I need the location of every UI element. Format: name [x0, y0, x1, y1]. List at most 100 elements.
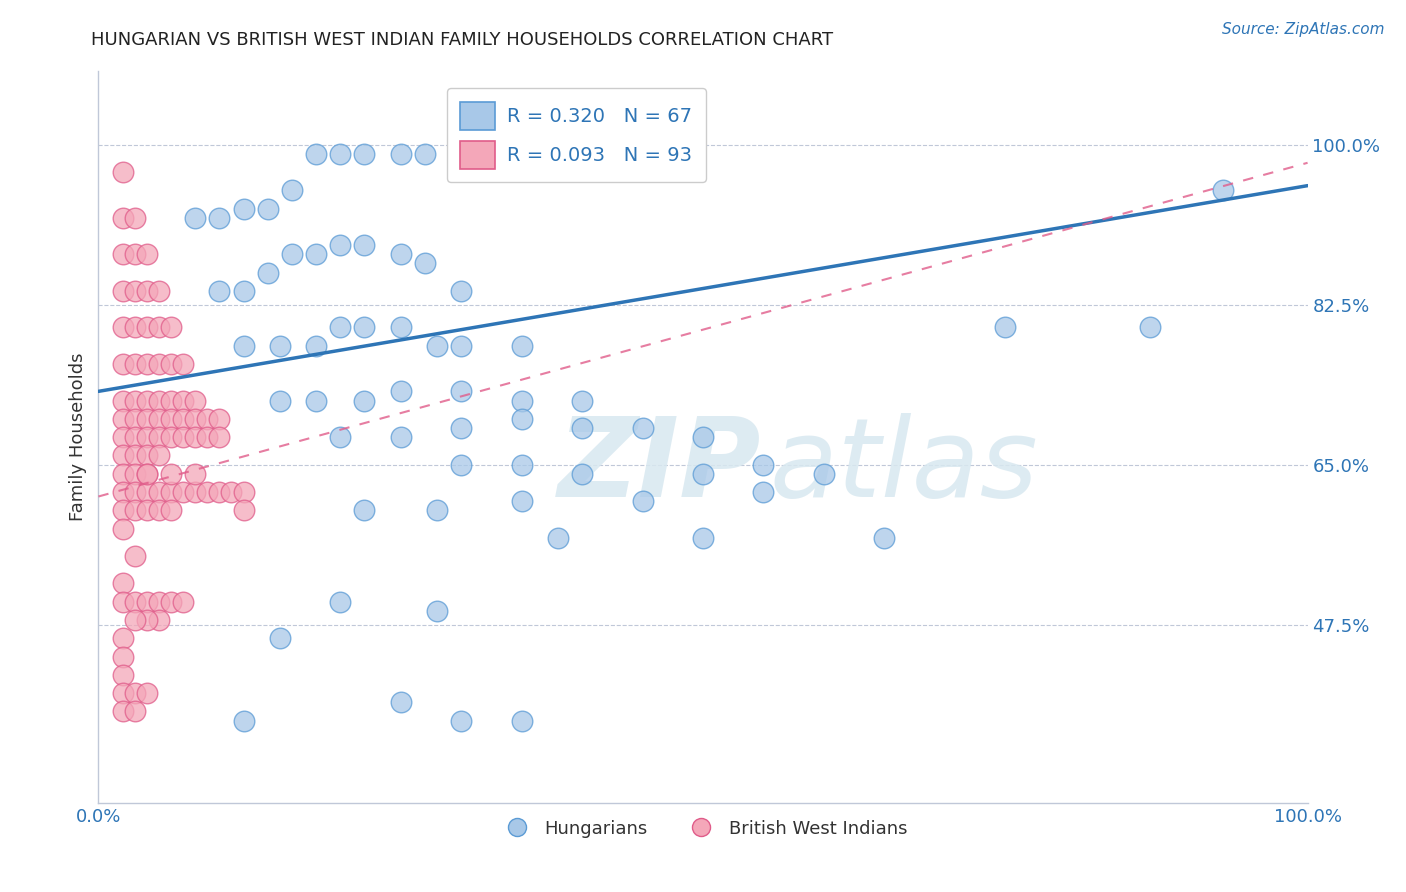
Y-axis label: Family Households: Family Households	[69, 353, 87, 521]
Point	[124, 412, 146, 426]
Point	[172, 412, 194, 426]
Point	[450, 338, 472, 352]
Point	[135, 284, 157, 298]
Point	[172, 357, 194, 371]
Point	[426, 604, 449, 618]
Point	[135, 594, 157, 608]
Point	[510, 494, 533, 508]
Point	[160, 485, 183, 500]
Point	[135, 393, 157, 408]
Point	[329, 146, 352, 161]
Point	[148, 485, 170, 500]
Point	[111, 594, 134, 608]
Point	[124, 430, 146, 444]
Point	[184, 393, 207, 408]
Point	[510, 338, 533, 352]
Point	[160, 393, 183, 408]
Point	[353, 146, 375, 161]
Point	[111, 503, 134, 517]
Point	[160, 412, 183, 426]
Point	[208, 412, 231, 426]
Point	[148, 393, 170, 408]
Point	[1139, 320, 1161, 334]
Point	[111, 430, 134, 444]
Point	[111, 686, 134, 700]
Point	[389, 384, 412, 399]
Point	[172, 485, 194, 500]
Point	[172, 393, 194, 408]
Point	[305, 247, 328, 261]
Point	[208, 211, 231, 225]
Point	[631, 494, 654, 508]
Point	[124, 594, 146, 608]
Point	[571, 393, 593, 408]
Point	[426, 338, 449, 352]
Point	[571, 467, 593, 481]
Point	[148, 594, 170, 608]
Point	[510, 714, 533, 728]
Point	[135, 448, 157, 462]
Point	[135, 357, 157, 371]
Point	[873, 531, 896, 545]
Point	[135, 467, 157, 481]
Point	[148, 357, 170, 371]
Point	[232, 503, 254, 517]
Point	[994, 320, 1017, 334]
Point	[752, 485, 775, 500]
Point	[135, 686, 157, 700]
Point	[124, 467, 146, 481]
Point	[124, 393, 146, 408]
Point	[111, 521, 134, 535]
Point	[148, 430, 170, 444]
Point	[124, 247, 146, 261]
Text: ZIP: ZIP	[558, 413, 762, 520]
Point	[148, 284, 170, 298]
Point	[124, 485, 146, 500]
Point	[305, 146, 328, 161]
Point	[111, 632, 134, 646]
Point	[111, 467, 134, 481]
Point	[269, 338, 291, 352]
Point	[172, 430, 194, 444]
Point	[184, 467, 207, 481]
Point	[329, 320, 352, 334]
Point	[353, 238, 375, 252]
Point	[111, 705, 134, 719]
Point	[184, 430, 207, 444]
Point	[148, 320, 170, 334]
Point	[111, 393, 134, 408]
Point	[111, 320, 134, 334]
Point	[135, 503, 157, 517]
Point	[692, 430, 714, 444]
Point	[124, 284, 146, 298]
Point	[752, 458, 775, 472]
Point	[160, 320, 183, 334]
Point	[135, 247, 157, 261]
Point	[305, 393, 328, 408]
Point	[389, 146, 412, 161]
Point	[269, 393, 291, 408]
Point	[160, 503, 183, 517]
Point	[813, 467, 835, 481]
Point	[389, 430, 412, 444]
Point	[269, 632, 291, 646]
Legend: Hungarians, British West Indians: Hungarians, British West Indians	[492, 813, 914, 845]
Point	[135, 467, 157, 481]
Point	[195, 430, 218, 444]
Point	[124, 705, 146, 719]
Point	[124, 549, 146, 563]
Point	[160, 357, 183, 371]
Point	[135, 320, 157, 334]
Point	[692, 467, 714, 481]
Point	[353, 503, 375, 517]
Text: Source: ZipAtlas.com: Source: ZipAtlas.com	[1222, 22, 1385, 37]
Point	[124, 357, 146, 371]
Point	[135, 412, 157, 426]
Point	[571, 421, 593, 435]
Point	[692, 531, 714, 545]
Point	[232, 338, 254, 352]
Point	[426, 503, 449, 517]
Point	[232, 202, 254, 216]
Point	[631, 421, 654, 435]
Point	[184, 211, 207, 225]
